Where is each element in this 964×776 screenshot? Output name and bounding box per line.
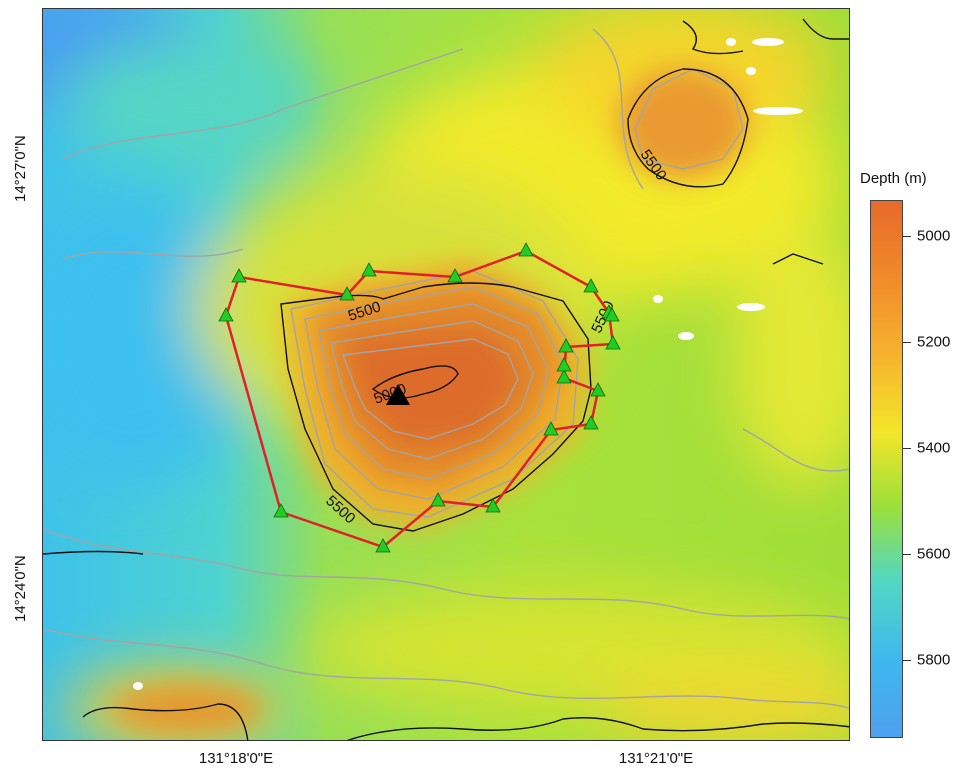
bathymetry-map-canvas: 5500 5500 5500 5000 5500	[43, 9, 849, 740]
station-marker-icon	[518, 242, 534, 257]
station-marker-icon	[485, 498, 501, 513]
longitude-label-131-21: 131°21'0"E	[618, 750, 694, 767]
station-markers	[218, 242, 621, 553]
station-marker-icon	[231, 268, 247, 283]
contours-primary	[43, 18, 849, 740]
station-marker-icon	[361, 262, 377, 277]
bathymetry-map: 5500 5500 5500 5000 5500	[42, 8, 850, 741]
legend-tick-label-5600: 5600	[917, 545, 951, 563]
legend-tick	[903, 342, 911, 343]
legend-tick-label-5400: 5400	[917, 439, 951, 457]
station-marker-icon	[605, 335, 621, 350]
station-marker-icon	[375, 538, 391, 553]
latitude-label-14-24: 14°24'0"N	[12, 555, 29, 622]
legend-tick-label-5800: 5800	[917, 651, 951, 669]
station-marker-icon	[583, 415, 599, 430]
station-marker-icon	[447, 268, 463, 283]
longitude-label-131-18: 131°18'0"E	[198, 750, 274, 767]
latitude-label-14-27: 14°27'0"N	[12, 135, 29, 202]
legend-tick	[903, 236, 911, 237]
summit-marker-icon	[386, 384, 410, 405]
station-marker-icon	[218, 307, 234, 322]
station-marker-icon	[430, 492, 446, 507]
station-marker-icon	[339, 286, 355, 301]
station-marker-icon	[590, 382, 606, 397]
data-gaps	[133, 38, 803, 690]
station-marker-icon	[604, 307, 620, 322]
legend-tick	[903, 554, 911, 555]
legend-tick	[903, 660, 911, 661]
station-marker-icon	[543, 421, 559, 436]
legend-tick-label-5200: 5200	[917, 333, 951, 351]
station-marker-icon	[583, 278, 599, 293]
seamount-shading	[113, 69, 748, 734]
station-marker-icon	[273, 503, 289, 518]
legend-tick	[903, 448, 911, 449]
station-marker-icon	[556, 357, 572, 372]
legend-tick-label-5000: 5000	[917, 227, 951, 245]
station-marker-icon	[558, 338, 574, 353]
depth-color-scale	[870, 200, 903, 738]
station-marker-icon	[556, 369, 572, 384]
contours-secondary	[43, 28, 849, 710]
legend-title: Depth (m)	[860, 170, 927, 187]
